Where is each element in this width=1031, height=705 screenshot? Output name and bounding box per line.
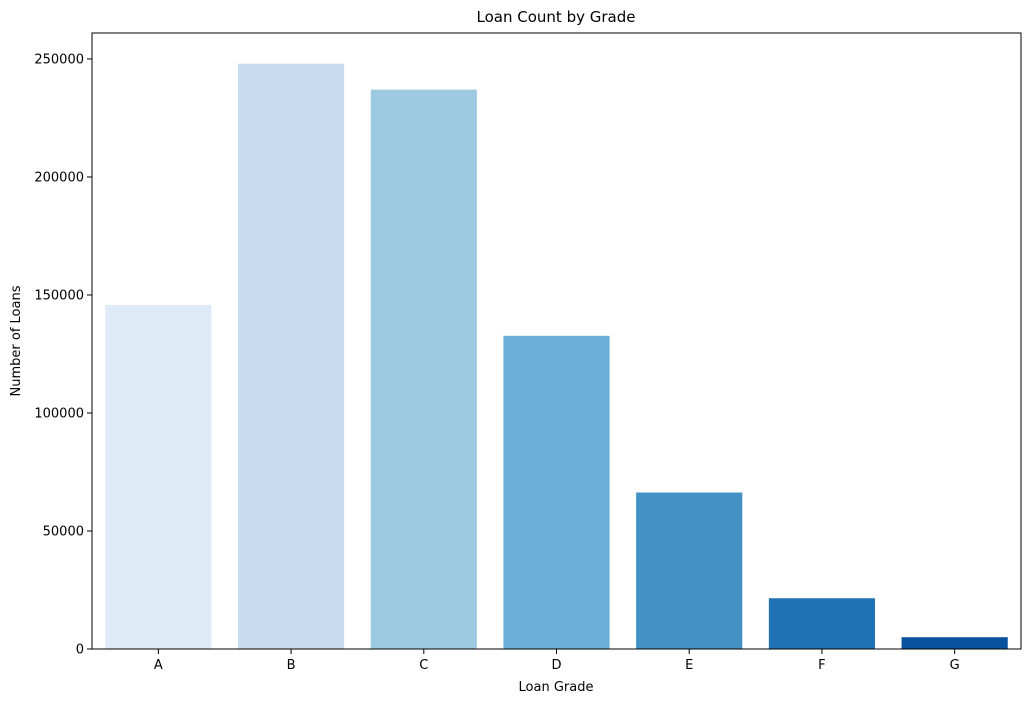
chart-title: Loan Count by Grade xyxy=(477,8,636,26)
bar-g xyxy=(901,637,1008,649)
x-tick-label: B xyxy=(287,658,296,673)
bar-d xyxy=(503,335,610,649)
y-axis-title: Number of Loans xyxy=(9,285,24,396)
y-axis: 0 50000 100000 150000 200000 250000 xyxy=(34,52,92,658)
x-axis: A B C D E F G xyxy=(154,649,960,673)
x-tick-label: F xyxy=(818,658,825,673)
y-tick-label: 100000 xyxy=(34,406,84,421)
x-tick-label: D xyxy=(551,658,561,673)
y-tick-label: 200000 xyxy=(34,170,84,185)
x-axis-title: Loan Grade xyxy=(519,680,594,695)
y-tick-label: 150000 xyxy=(34,288,84,303)
y-tick-label: 50000 xyxy=(43,524,84,539)
x-tick-label: E xyxy=(685,658,693,673)
bar-e xyxy=(636,492,743,649)
x-tick-label: G xyxy=(950,658,960,673)
x-tick-label: A xyxy=(154,658,163,673)
y-tick-label: 0 xyxy=(76,643,84,658)
bar-b xyxy=(237,63,345,650)
bars-layer xyxy=(105,63,1008,650)
x-tick-label: C xyxy=(419,658,428,673)
bar-f xyxy=(768,598,876,649)
bar-a xyxy=(105,304,212,649)
y-tick-label: 250000 xyxy=(34,52,84,67)
bar-c xyxy=(370,89,477,649)
